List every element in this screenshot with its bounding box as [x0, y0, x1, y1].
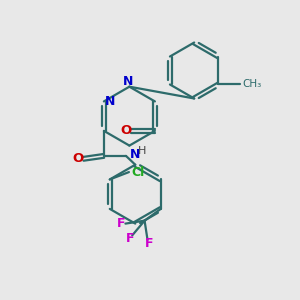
Text: CH₃: CH₃: [243, 80, 262, 89]
Text: Cl: Cl: [132, 166, 145, 178]
Text: N: N: [123, 75, 133, 88]
Text: F: F: [117, 217, 125, 230]
Text: O: O: [72, 152, 84, 165]
Text: F: F: [145, 237, 153, 250]
Text: N: N: [130, 148, 140, 161]
Text: O: O: [120, 124, 132, 137]
Text: F: F: [126, 232, 134, 245]
Text: N: N: [105, 95, 116, 108]
Text: H: H: [138, 146, 147, 156]
